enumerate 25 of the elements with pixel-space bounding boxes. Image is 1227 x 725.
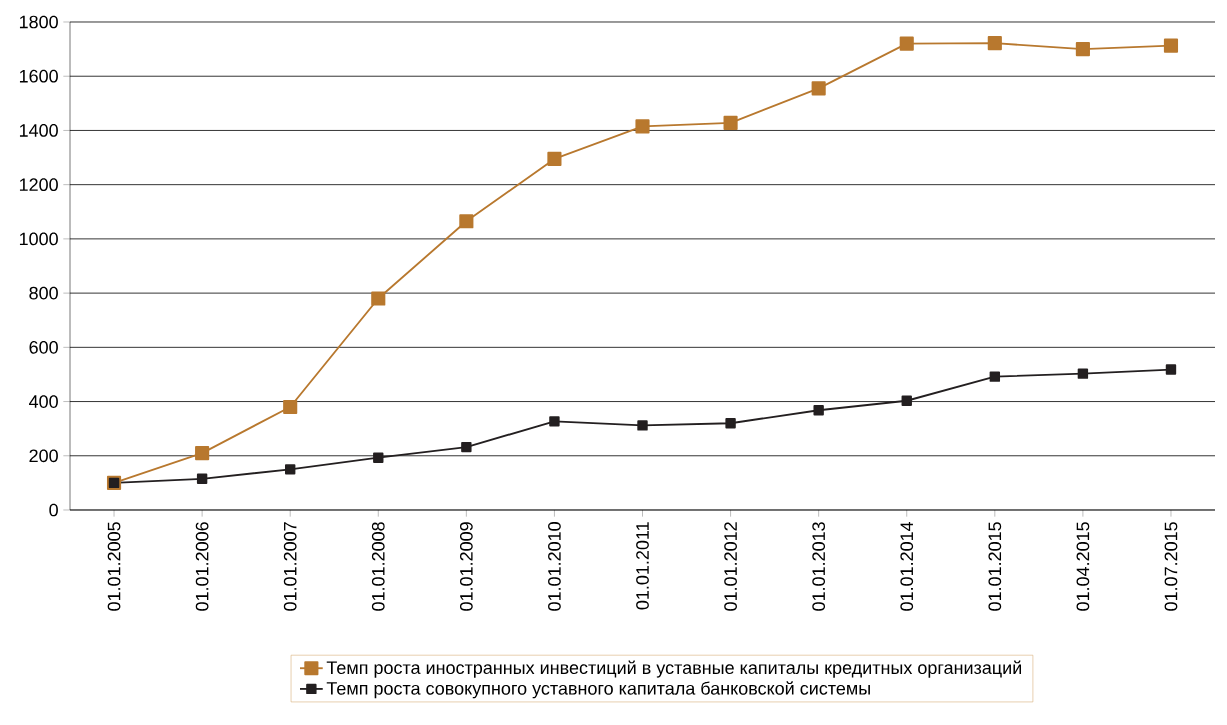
x-tick-label: 01.01.2015 xyxy=(988,522,1002,611)
y-tick-label: 200 xyxy=(29,449,58,463)
legend-label: Темп роста иностранных инвестиций в уставные капиталы кредитных организаций xyxy=(326,660,1021,678)
y-tick-label: 1800 xyxy=(19,15,58,29)
y-tick-label: 1200 xyxy=(19,178,58,192)
x-tick-label: 01.01.2009 xyxy=(459,522,473,611)
x-tick-label: 01.04.2015 xyxy=(1076,522,1090,611)
x-tick-label: 01.01.2008 xyxy=(371,522,385,611)
y-tick-label: 1000 xyxy=(19,232,58,246)
x-tick-label: 01.01.2007 xyxy=(283,522,297,611)
y-tick-label: 1400 xyxy=(19,124,58,137)
x-tick-label: 01.01.2013 xyxy=(812,522,826,611)
x-tick-label: 01.07.2015 xyxy=(1164,522,1178,611)
y-tick-label: 600 xyxy=(29,340,58,354)
y-tick-label: 0 xyxy=(49,503,58,517)
x-tick-label: 01.01.2006 xyxy=(195,522,209,611)
x-tick-label: 01.01.2012 xyxy=(724,522,737,611)
x-tick-label: 01.01.2010 xyxy=(548,522,561,611)
legend-label: Темп роста совокупного уставного капитала банковской системы xyxy=(326,681,870,699)
y-tick-label: 1600 xyxy=(19,69,58,83)
y-tick-label: 400 xyxy=(29,395,58,408)
x-tick-label: 01.01.2005 xyxy=(107,522,121,611)
y-tick-label: 800 xyxy=(29,286,58,300)
x-tick-label: 01.01.2014 xyxy=(900,521,914,611)
x-tick-label: 01.01.2011 xyxy=(636,522,649,610)
